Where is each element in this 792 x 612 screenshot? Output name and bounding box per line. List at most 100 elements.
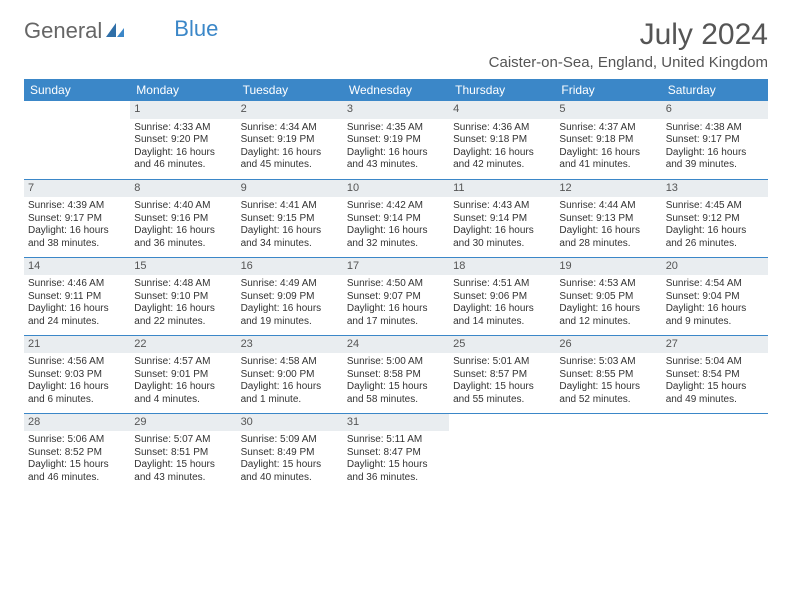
day-number: 27 (662, 336, 768, 354)
calendar-cell: 26Sunrise: 5:03 AMSunset: 8:55 PMDayligh… (555, 335, 661, 413)
day-number: 18 (449, 258, 555, 276)
calendar-cell (662, 413, 768, 491)
daylight-text: Daylight: 16 hours and 28 minutes. (559, 225, 657, 250)
day-number: 25 (449, 336, 555, 354)
calendar-cell: 12Sunrise: 4:44 AMSunset: 9:13 PMDayligh… (555, 179, 661, 257)
calendar-cell: 7Sunrise: 4:39 AMSunset: 9:17 PMDaylight… (24, 179, 130, 257)
sunrise-text: Sunrise: 4:40 AM (134, 200, 232, 213)
sunrise-text: Sunrise: 5:11 AM (347, 434, 445, 447)
logo-text-2: Blue (174, 16, 218, 42)
day-number: 31 (343, 414, 449, 432)
sunset-text: Sunset: 9:03 PM (28, 369, 126, 382)
daylight-text: Daylight: 16 hours and 41 minutes. (559, 147, 657, 172)
sunrise-text: Sunrise: 4:36 AM (453, 122, 551, 135)
daylight-text: Daylight: 16 hours and 38 minutes. (28, 225, 126, 250)
day-header: Friday (555, 79, 661, 101)
daylight-text: Daylight: 16 hours and 43 minutes. (347, 147, 445, 172)
day-number: 23 (237, 336, 343, 354)
daylight-text: Daylight: 15 hours and 55 minutes. (453, 381, 551, 406)
week-row: 1Sunrise: 4:33 AMSunset: 9:20 PMDaylight… (24, 101, 768, 179)
calendar-cell: 10Sunrise: 4:42 AMSunset: 9:14 PMDayligh… (343, 179, 449, 257)
sunset-text: Sunset: 9:18 PM (559, 134, 657, 147)
logo: General Blue (24, 18, 218, 44)
sunset-text: Sunset: 8:55 PM (559, 369, 657, 382)
sunrise-text: Sunrise: 4:41 AM (241, 200, 339, 213)
daylight-text: Daylight: 15 hours and 36 minutes. (347, 459, 445, 484)
calendar-cell: 28Sunrise: 5:06 AMSunset: 8:52 PMDayligh… (24, 413, 130, 491)
daylight-text: Daylight: 16 hours and 30 minutes. (453, 225, 551, 250)
calendar-cell: 16Sunrise: 4:49 AMSunset: 9:09 PMDayligh… (237, 257, 343, 335)
week-row: 7Sunrise: 4:39 AMSunset: 9:17 PMDaylight… (24, 179, 768, 257)
calendar-cell: 17Sunrise: 4:50 AMSunset: 9:07 PMDayligh… (343, 257, 449, 335)
day-number: 2 (237, 101, 343, 119)
calendar-cell (24, 101, 130, 179)
sunrise-text: Sunrise: 4:33 AM (134, 122, 232, 135)
sunrise-text: Sunrise: 4:53 AM (559, 278, 657, 291)
sunrise-text: Sunrise: 5:03 AM (559, 356, 657, 369)
daylight-text: Daylight: 16 hours and 34 minutes. (241, 225, 339, 250)
day-header: Wednesday (343, 79, 449, 101)
day-number: 16 (237, 258, 343, 276)
day-number: 5 (555, 101, 661, 119)
sunrise-text: Sunrise: 4:58 AM (241, 356, 339, 369)
day-number: 30 (237, 414, 343, 432)
calendar-cell: 11Sunrise: 4:43 AMSunset: 9:14 PMDayligh… (449, 179, 555, 257)
sunrise-text: Sunrise: 4:56 AM (28, 356, 126, 369)
day-header-row: Sunday Monday Tuesday Wednesday Thursday… (24, 79, 768, 101)
sunrise-text: Sunrise: 5:04 AM (666, 356, 764, 369)
sunset-text: Sunset: 9:04 PM (666, 291, 764, 304)
daylight-text: Daylight: 15 hours and 46 minutes. (28, 459, 126, 484)
day-number: 20 (662, 258, 768, 276)
sunrise-text: Sunrise: 5:09 AM (241, 434, 339, 447)
daylight-text: Daylight: 16 hours and 36 minutes. (134, 225, 232, 250)
calendar-cell: 18Sunrise: 4:51 AMSunset: 9:06 PMDayligh… (449, 257, 555, 335)
sunrise-text: Sunrise: 5:06 AM (28, 434, 126, 447)
daylight-text: Daylight: 16 hours and 4 minutes. (134, 381, 232, 406)
sunrise-text: Sunrise: 4:44 AM (559, 200, 657, 213)
sunset-text: Sunset: 9:15 PM (241, 213, 339, 226)
calendar-cell: 27Sunrise: 5:04 AMSunset: 8:54 PMDayligh… (662, 335, 768, 413)
sunrise-text: Sunrise: 4:57 AM (134, 356, 232, 369)
calendar-cell: 15Sunrise: 4:48 AMSunset: 9:10 PMDayligh… (130, 257, 236, 335)
calendar-cell: 22Sunrise: 4:57 AMSunset: 9:01 PMDayligh… (130, 335, 236, 413)
calendar-cell: 1Sunrise: 4:33 AMSunset: 9:20 PMDaylight… (130, 101, 236, 179)
calendar-cell: 24Sunrise: 5:00 AMSunset: 8:58 PMDayligh… (343, 335, 449, 413)
calendar-cell: 13Sunrise: 4:45 AMSunset: 9:12 PMDayligh… (662, 179, 768, 257)
day-number: 13 (662, 180, 768, 198)
sunrise-text: Sunrise: 5:00 AM (347, 356, 445, 369)
day-number: 9 (237, 180, 343, 198)
sunrise-text: Sunrise: 4:39 AM (28, 200, 126, 213)
sunset-text: Sunset: 9:05 PM (559, 291, 657, 304)
calendar-table: Sunday Monday Tuesday Wednesday Thursday… (24, 79, 768, 491)
daylight-text: Daylight: 16 hours and 14 minutes. (453, 303, 551, 328)
sunset-text: Sunset: 8:49 PM (241, 447, 339, 460)
header: General Blue July 2024 Caister-on-Sea, E… (24, 18, 768, 71)
sunset-text: Sunset: 8:54 PM (666, 369, 764, 382)
day-header: Thursday (449, 79, 555, 101)
sunset-text: Sunset: 9:01 PM (134, 369, 232, 382)
sunset-text: Sunset: 9:10 PM (134, 291, 232, 304)
day-number: 14 (24, 258, 130, 276)
calendar-cell: 5Sunrise: 4:37 AMSunset: 9:18 PMDaylight… (555, 101, 661, 179)
sunset-text: Sunset: 9:19 PM (241, 134, 339, 147)
daylight-text: Daylight: 16 hours and 39 minutes. (666, 147, 764, 172)
calendar-cell (449, 413, 555, 491)
sunrise-text: Sunrise: 4:34 AM (241, 122, 339, 135)
sunrise-text: Sunrise: 4:49 AM (241, 278, 339, 291)
sunrise-text: Sunrise: 5:07 AM (134, 434, 232, 447)
daylight-text: Daylight: 16 hours and 45 minutes. (241, 147, 339, 172)
calendar-cell: 14Sunrise: 4:46 AMSunset: 9:11 PMDayligh… (24, 257, 130, 335)
calendar-cell: 19Sunrise: 4:53 AMSunset: 9:05 PMDayligh… (555, 257, 661, 335)
day-number: 21 (24, 336, 130, 354)
sunset-text: Sunset: 9:19 PM (347, 134, 445, 147)
calendar-cell: 21Sunrise: 4:56 AMSunset: 9:03 PMDayligh… (24, 335, 130, 413)
sunrise-text: Sunrise: 5:01 AM (453, 356, 551, 369)
sunrise-text: Sunrise: 4:48 AM (134, 278, 232, 291)
calendar-cell: 3Sunrise: 4:35 AMSunset: 9:19 PMDaylight… (343, 101, 449, 179)
daylight-text: Daylight: 16 hours and 46 minutes. (134, 147, 232, 172)
day-number: 19 (555, 258, 661, 276)
daylight-text: Daylight: 16 hours and 32 minutes. (347, 225, 445, 250)
day-number: 7 (24, 180, 130, 198)
sunset-text: Sunset: 9:06 PM (453, 291, 551, 304)
logo-text-1: General (24, 18, 102, 44)
